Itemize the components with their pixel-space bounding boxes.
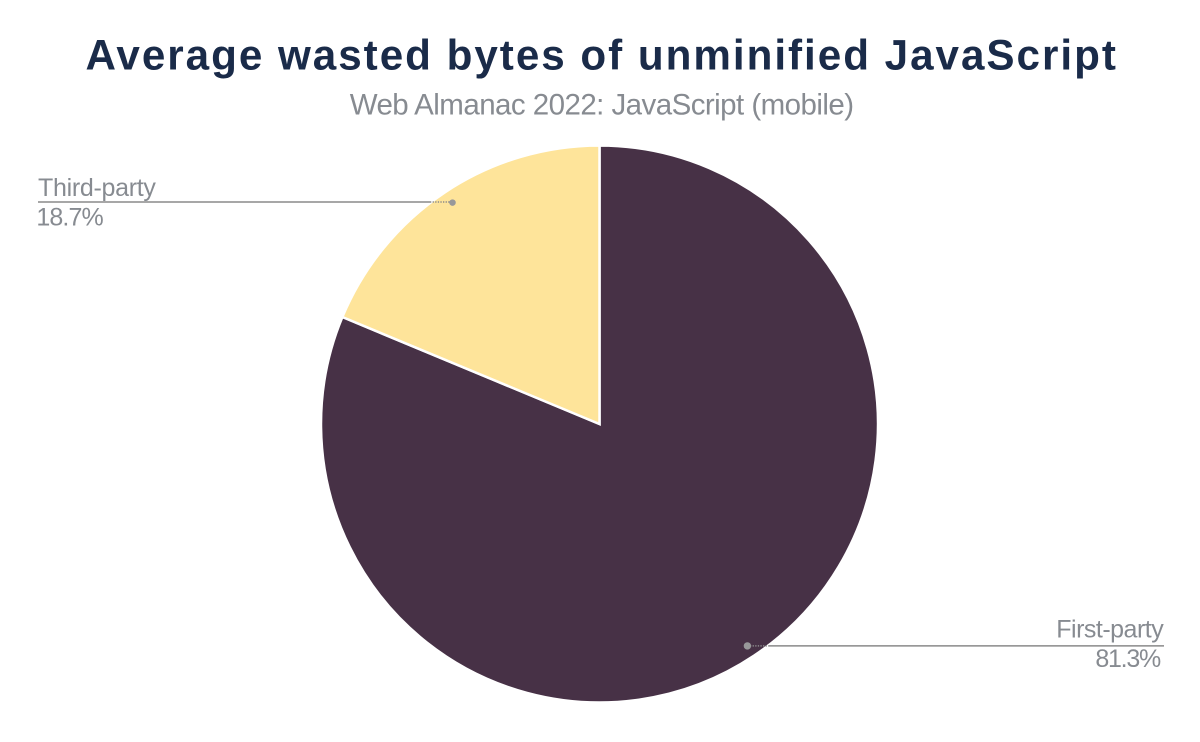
svg-text:First-party: First-party (1056, 616, 1164, 644)
svg-text:Average wasted bytes of unmini: Average wasted bytes of unminified JavaS… (86, 31, 1118, 78)
svg-text:18.7%: 18.7% (36, 204, 103, 232)
svg-text:81.3%: 81.3% (1095, 645, 1161, 673)
svg-text:Web Almanac 2022: JavaScript (: Web Almanac 2022: JavaScript (mobile) (350, 89, 854, 122)
svg-text:Third-party: Third-party (38, 174, 156, 202)
